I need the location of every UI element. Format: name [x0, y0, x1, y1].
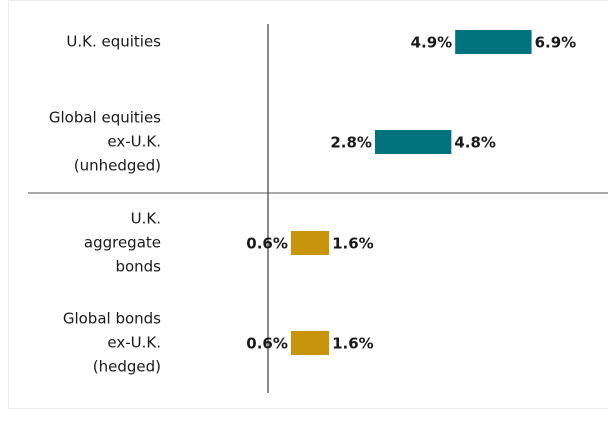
high-label: 1.6% [332, 235, 374, 253]
category-label: Global equities [49, 109, 161, 127]
category-label: U.K. equities [66, 33, 161, 51]
category-label: ex-U.K. [107, 133, 161, 151]
low-label: 0.6% [246, 235, 288, 253]
high-label: 1.6% [332, 335, 374, 353]
low-label: 0.6% [246, 335, 288, 353]
high-label: 6.9% [535, 34, 577, 52]
range-bar [374, 130, 452, 154]
range-bar [455, 30, 532, 54]
high-label: 4.8% [454, 134, 496, 152]
range-bar [290, 331, 330, 355]
category-label: (unhedged) [74, 157, 161, 175]
category-label: bonds [115, 258, 161, 276]
category-label: ex-U.K. [107, 334, 161, 352]
frame [8, 0, 608, 409]
range-bar [290, 231, 330, 255]
low-label: 2.8% [330, 134, 372, 152]
low-label: 4.9% [411, 34, 453, 52]
category-label: aggregate [84, 234, 161, 252]
category-label: U.K. [131, 210, 161, 228]
category-label: (hedged) [93, 358, 161, 376]
category-label: Global bonds [63, 310, 161, 328]
